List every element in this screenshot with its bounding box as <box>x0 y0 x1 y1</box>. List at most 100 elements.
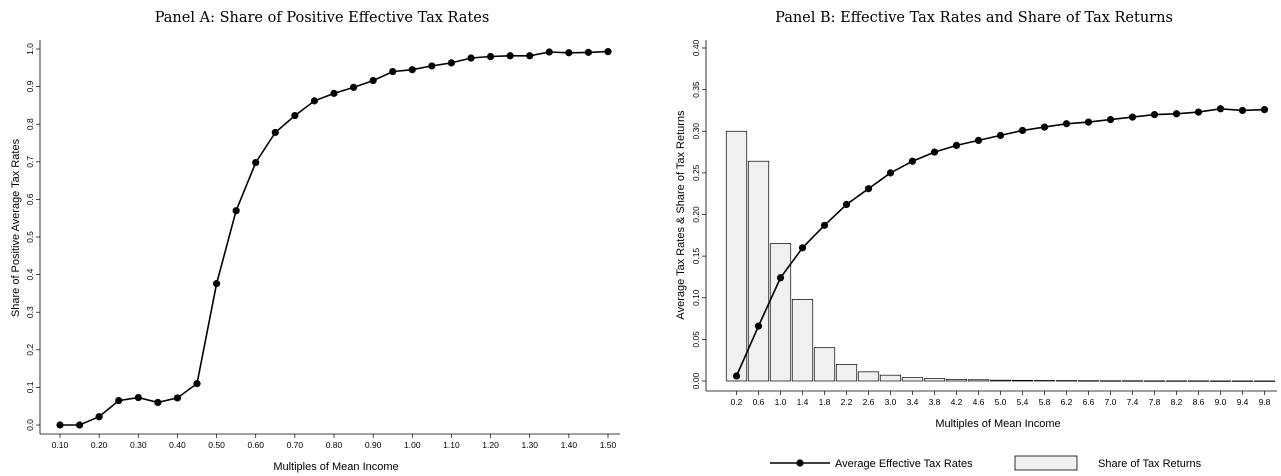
panel-a-y-tick-label: 0.8 <box>25 118 35 130</box>
panel-b-x-tick-label: 7.0 <box>1105 397 1117 407</box>
panel-a-data-point <box>349 83 358 91</box>
panel-b-data-point <box>776 274 785 282</box>
panel-b-bar <box>1011 379 1034 382</box>
panel-b-data-point <box>1150 111 1159 119</box>
panel-a-data-point <box>56 421 64 429</box>
panel-b-title: Panel B: Effective Tax Rates and Share o… <box>775 10 1173 26</box>
panel-a-data-point <box>408 66 416 74</box>
panel-a-data-point <box>486 52 495 61</box>
panel-b-bar <box>1165 380 1188 382</box>
panel-b-data-point <box>930 148 939 156</box>
panel-a-data-point <box>545 48 553 56</box>
panel-a-x-tick-label: 0.20 <box>91 440 108 450</box>
panel-b-y-tick-label: 0.30 <box>691 123 701 140</box>
panel-b-bar <box>967 379 990 382</box>
panel-b-x-tick-label: 1.4 <box>797 397 809 407</box>
panel-a-data-point <box>428 62 436 70</box>
panel-a-title: Panel A: Share of Positive Effective Tax… <box>155 10 490 26</box>
panel-b-x-tick-label: 0.2 <box>731 397 743 407</box>
panel-b-legend: Average Effective Tax Rates Share of Tax… <box>770 455 1202 471</box>
panel-b-data-point <box>886 169 895 177</box>
panel-b-data-point <box>1260 106 1269 114</box>
panel-b-x-tick-label: 2.2 <box>841 397 853 407</box>
panel-a-data-point <box>389 67 397 76</box>
panel-a-x-tick-label: 1.50 <box>600 440 617 450</box>
panel-a-y-tick-label: 0.7 <box>25 156 35 168</box>
panel-b-x-tick-label: 5.4 <box>1017 397 1029 407</box>
panel-b-x-tick-label: 7.8 <box>1149 397 1161 407</box>
panel-a-y-tick-label: 0.5 <box>25 231 35 243</box>
panel-a-x-axis-label: Multiples of Mean Income <box>273 461 398 473</box>
panel-a-plot-area: 0.10 0.20 0.30 0.40 0.50 0.60 0.70 0.80 0.90 1.00… <box>25 40 620 450</box>
panel-b-bar <box>813 347 836 382</box>
panel-b: Panel B: Effective Tax Rates and Share o… <box>675 10 1277 471</box>
panel-b-x-axis-label: Multiples of Mean Income <box>935 418 1060 430</box>
panel-b-x-tick-label: 6.2 <box>1061 397 1073 407</box>
panel-b-y-tick-label: 0.25 <box>691 164 701 181</box>
panel-a-x-tick-label: 1.40 <box>561 440 578 450</box>
panel-b-bar <box>1253 380 1276 382</box>
panel-b-data-point <box>1172 110 1181 118</box>
panel-a-data-point <box>291 111 299 120</box>
panel-a-data-point <box>212 280 221 288</box>
panel-b-data-point <box>1128 113 1137 121</box>
panel-b-bar <box>989 379 1012 382</box>
panel-b-x-tick-label: 2.6 <box>863 397 875 407</box>
panel-a-series-line <box>60 50 609 426</box>
panel-b-data-point <box>1216 105 1225 113</box>
panel-b-y-tick-label: 0.20 <box>691 206 701 223</box>
panel-b-bar <box>769 243 792 382</box>
panel-a-data-point <box>604 48 612 56</box>
panel-b-x-tick-label: 9.4 <box>1237 397 1249 407</box>
panel-b-bar <box>747 160 770 382</box>
panel-b-bar <box>879 374 902 382</box>
panel-b-bar <box>791 299 814 382</box>
panel-a-data-point <box>193 380 201 388</box>
panel-a-x-tick-label: 0.30 <box>130 440 147 450</box>
panel-a-data-point <box>526 52 534 60</box>
panel-b-y-tick-label: 0.35 <box>691 81 701 98</box>
panel-b-bar <box>1187 380 1210 382</box>
panel-a-data-point <box>584 48 593 56</box>
panel-a-y-tick-label: 0.2 <box>25 344 35 356</box>
panel-b-bar <box>945 378 968 382</box>
panel-b-x-tick-label: 1.8 <box>819 397 831 407</box>
legend-label-tax-rates: Average Effective Tax Rates <box>835 458 973 470</box>
panel-b-x-tick-label: 5.8 <box>1039 397 1051 407</box>
panel-b-x-tick-label: 9.0 <box>1215 397 1227 407</box>
panel-a-x-tick-label: 0.70 <box>287 440 304 450</box>
panel-b-data-point <box>864 185 873 193</box>
panel-b-plot-area: 0.00 0.05 0.10 0.15 0.20 0.25 0.30 0.35 0.40 0.2 0… <box>691 39 1277 407</box>
panel-a-data-point <box>447 59 456 67</box>
panel-b-data-point <box>820 221 829 229</box>
panel-a-data-point <box>271 128 279 137</box>
panel-b-bar <box>1209 380 1232 382</box>
panel-b-x-tick-label: 4.6 <box>973 397 985 407</box>
panel-a-data-point <box>154 398 162 407</box>
panel-a-y-tick-label: 0.4 <box>25 268 35 280</box>
panel-a-data-point <box>115 396 123 405</box>
panel-b-x-tick-label: 5.0 <box>995 397 1007 407</box>
panel-b-bar <box>857 371 880 382</box>
panel-a-data-point <box>173 394 182 402</box>
panel-a-y-tick-label: 1.0 <box>25 43 35 55</box>
panel-a-x-tick-label: 0.80 <box>326 440 343 450</box>
panel-a-x-tick-label: 0.10 <box>52 440 69 450</box>
panel-a-data-point <box>330 89 338 97</box>
panel-a-data-point <box>310 97 319 105</box>
panel-b-x-tick-label: 9.8 <box>1259 397 1271 407</box>
panel-b-bar <box>1055 380 1078 382</box>
legend-marker-swatch <box>796 459 804 467</box>
panel-b-data-point <box>974 136 983 145</box>
panel-b-y-tick-label: 0.05 <box>691 331 701 348</box>
panel-b-x-tick-label: 8.2 <box>1171 397 1183 407</box>
panel-a: Panel A: Share of Positive Effective Tax… <box>10 10 620 473</box>
panel-b-bar <box>1077 380 1100 382</box>
panel-a-data-point <box>252 158 260 167</box>
panel-b-data-point <box>1194 108 1203 116</box>
panel-a-x-tick-label: 0.40 <box>169 440 186 450</box>
panel-a-x-tick-label: 1.20 <box>482 440 499 450</box>
panel-b-y-tick-label: 0.15 <box>691 248 701 265</box>
panel-b-y-tick-label: 0.10 <box>691 289 701 306</box>
